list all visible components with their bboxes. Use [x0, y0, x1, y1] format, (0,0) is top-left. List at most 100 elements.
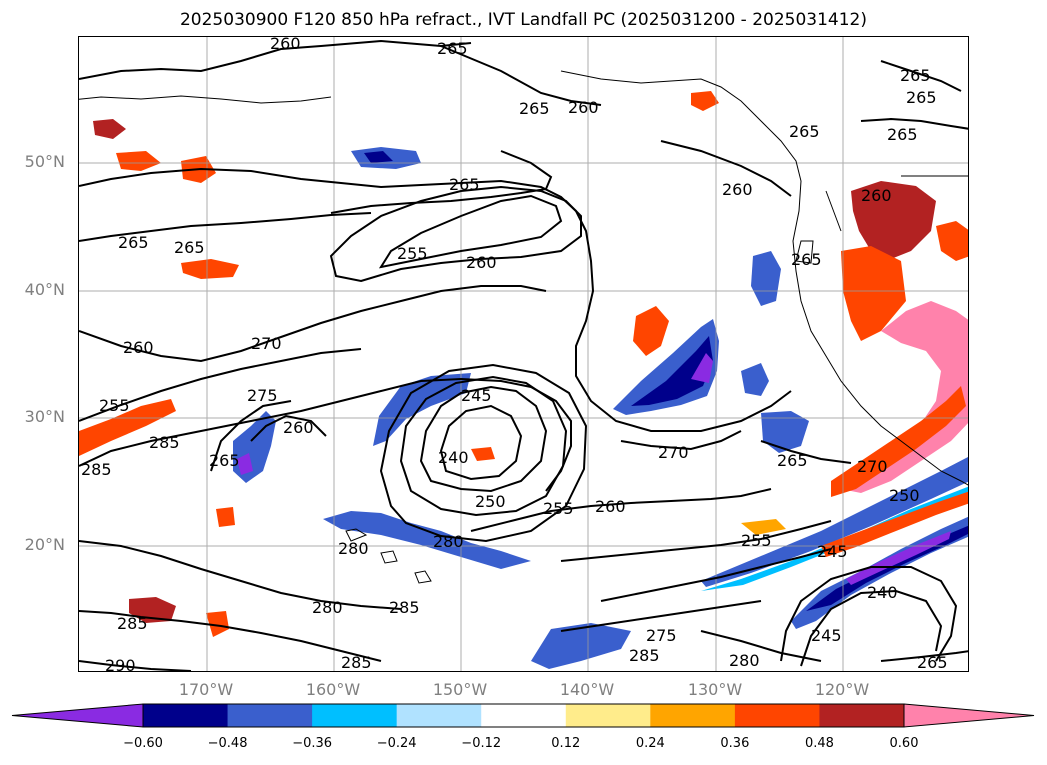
contour-label: 285: [117, 614, 148, 633]
map-canvas: 260 265 265 265 260 265 265 265 265 260 …: [79, 37, 968, 672]
contour-label: 280: [433, 532, 464, 551]
orangered-band-south: [821, 491, 968, 557]
contour-label: 260: [466, 253, 497, 272]
orangered-band-west: [79, 399, 176, 456]
orangered-band-coast: [831, 386, 966, 497]
contour-label: 290: [105, 656, 136, 672]
contour-label: 255: [397, 244, 428, 263]
contour-label: 255: [741, 531, 772, 550]
orangered-patch-misc1: [471, 447, 495, 461]
contour-label: 280: [729, 651, 760, 670]
orangered-patch-sw2: [206, 611, 229, 637]
colorbar-tick-label: 0.12: [551, 736, 581, 751]
contour-label: 265: [906, 88, 937, 107]
red-patch-west-coast: [851, 181, 936, 261]
contour-label: 265: [118, 233, 149, 252]
lat-label-20n: 20°N: [24, 535, 65, 554]
contour-label: 265: [519, 99, 550, 118]
map-panel: 260 265 265 265 260 265 265 265 265 260 …: [78, 36, 969, 672]
pink-patch-west-coast: [841, 301, 968, 493]
orangered-patch-alaska: [691, 91, 719, 111]
blue-patch-south: [531, 623, 631, 669]
colorbar-segment: [650, 704, 736, 727]
contour-label: 270: [658, 443, 689, 462]
graticule: [79, 37, 968, 671]
colorbar-extend-low: [11, 703, 144, 728]
contour-label: 260: [595, 497, 626, 516]
colorbar-segment: [734, 704, 820, 727]
purple-patch-ne-pacific: [691, 353, 713, 383]
contour-label: 240: [438, 448, 469, 467]
contour-label: 240: [867, 583, 898, 602]
contour-label: 260: [861, 186, 892, 205]
contour-label: 265: [791, 250, 822, 269]
contour-label: 245: [811, 626, 842, 645]
contour-label: 285: [389, 598, 420, 617]
blue-patch-east2: [741, 363, 769, 396]
contour-label: 265: [887, 125, 918, 144]
contour-label: 260: [123, 338, 154, 357]
lon-label-170w: 170°W: [178, 680, 234, 699]
colorbar-tick-label: −0.48: [207, 736, 248, 751]
contour-label: 260: [270, 37, 301, 53]
contour-label: 265: [777, 451, 808, 470]
contour-label: 255: [99, 396, 130, 415]
contour-label: 285: [149, 433, 180, 452]
colorbar-tick-label: 0.60: [889, 736, 919, 751]
orangered-patch-west-coast: [841, 246, 906, 341]
contour-label: 285: [629, 646, 660, 665]
contour-label: 265: [437, 39, 468, 58]
contour-label: 255: [543, 499, 574, 518]
colorbar-tick-label: −0.12: [461, 736, 502, 751]
purple-ribbon-southeast: [846, 531, 951, 585]
blue-ribbon-southeast: [701, 457, 968, 587]
map-title: 2025030900 F120 850 hPa refract., IVT La…: [179, 10, 867, 30]
lon-label-150w: 150°W: [432, 680, 488, 699]
colorbar-extend-high: [903, 703, 1035, 728]
ivt-filled-patches: [79, 91, 968, 669]
blue-patch-coast-cal: [751, 251, 781, 306]
orangered-patch-nw3: [181, 259, 239, 279]
contour-label: 285: [81, 460, 112, 479]
colorbar-segment: [143, 704, 229, 727]
red-patch-nw4: [93, 119, 126, 139]
contour-label: 280: [312, 598, 343, 617]
contour-label: 260: [283, 418, 314, 437]
contour-label: 275: [646, 626, 677, 645]
contour-label: 270: [251, 334, 282, 353]
colorbar-tick-label: 0.24: [635, 736, 665, 751]
colorbar-segments: [11, 703, 1035, 728]
colorbar-segment: [227, 704, 313, 727]
orangered-patch-ne: [936, 221, 968, 261]
contour-label: 250: [889, 486, 920, 505]
refractivity-contours: [79, 39, 968, 671]
coastline: [79, 70, 968, 584]
colorbar-segment: [396, 704, 482, 727]
purple-patch-west: [237, 453, 253, 475]
lat-label-30n: 30°N: [24, 407, 65, 426]
contour-label: 250: [475, 492, 506, 511]
blue-patch-hawaii: [323, 511, 531, 569]
colorbar-segment: [819, 704, 905, 727]
lat-label-50n: 50°N: [24, 152, 65, 171]
colorbar-tick-label: −0.24: [376, 736, 417, 751]
contour-label: 265: [900, 66, 931, 85]
colorbar-tick-label: 0.48: [804, 736, 834, 751]
contour-label: 245: [461, 386, 492, 405]
darkblue-patch-north: [364, 151, 393, 163]
colorbar-frame: [142, 703, 905, 728]
contour-label: 260: [722, 180, 753, 199]
colorbar-tick-label: −0.60: [123, 736, 163, 751]
contour-label: 275: [247, 386, 278, 405]
orangered-patch-nw1: [116, 151, 161, 171]
lon-label-120w: 120°W: [814, 680, 870, 699]
contour-label: 245: [817, 542, 848, 561]
colorbar-segment: [565, 704, 651, 727]
contour-label: 265: [209, 451, 240, 470]
lat-label-40n: 40°N: [24, 280, 65, 299]
contour-label: 265: [174, 238, 205, 257]
contour-label: 265: [789, 122, 820, 141]
contour-label: 280: [338, 539, 369, 558]
colorbar-tick-label: 0.36: [720, 736, 750, 751]
blue-patch-east: [761, 411, 809, 453]
